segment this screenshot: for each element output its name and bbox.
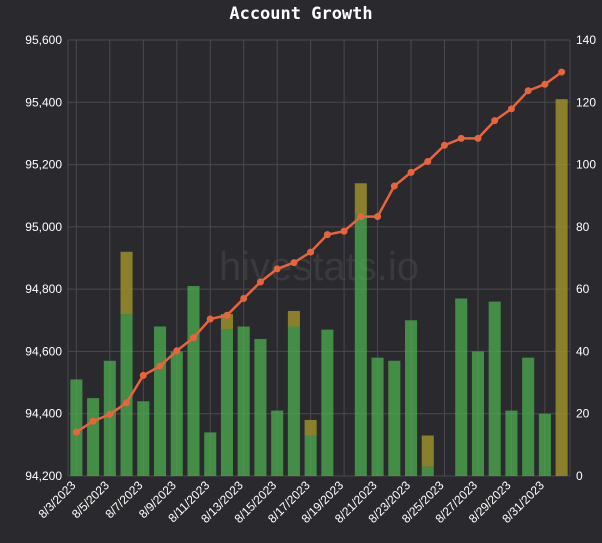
bar-green: [220, 329, 233, 476]
bar-olive: [220, 314, 233, 330]
bar-olive: [555, 99, 568, 477]
line-point: [474, 134, 482, 142]
line-point: [156, 362, 164, 370]
chart-title: Account Growth: [229, 4, 373, 24]
bar-green: [405, 320, 418, 476]
left-tick-label: 94,800: [25, 282, 62, 296]
line-point: [424, 157, 432, 165]
bar-green: [154, 326, 167, 476]
line-point: [190, 334, 197, 342]
line-point: [374, 213, 382, 221]
bar-green: [304, 435, 317, 476]
bar-green: [170, 351, 183, 476]
bar-green: [488, 301, 501, 476]
left-tick-label: 94,200: [25, 469, 62, 483]
left-tick-label: 95,000: [25, 220, 62, 234]
right-tick-label: 120: [576, 95, 596, 109]
bar-green: [70, 379, 83, 476]
line-point: [390, 182, 398, 190]
right-tick-label: 0: [576, 469, 583, 483]
line-point: [541, 80, 549, 88]
bar-olive: [304, 419, 317, 436]
bar-green: [204, 432, 217, 476]
bar-green: [254, 338, 267, 476]
right-tick-label: 140: [576, 33, 596, 47]
line-point: [139, 371, 147, 379]
line-point: [407, 168, 415, 176]
line-point: [507, 105, 515, 113]
bar-green: [87, 398, 100, 476]
line-point: [491, 117, 499, 125]
line-point: [558, 68, 566, 76]
line-point: [256, 278, 264, 286]
watermark: hivestats.io: [219, 245, 419, 289]
bar-green: [271, 410, 284, 476]
right-tick-label: 80: [576, 220, 590, 234]
bar-green: [505, 410, 518, 476]
bar-green: [455, 298, 468, 476]
line-point: [307, 248, 315, 256]
bar-green: [321, 329, 334, 476]
line-point: [340, 227, 348, 235]
line-point: [524, 87, 532, 95]
line-point: [240, 294, 248, 302]
bar-olive: [120, 251, 133, 315]
line-point: [357, 213, 365, 221]
bar-green: [354, 214, 367, 476]
left-tick-label: 95,600: [25, 33, 62, 47]
left-tick-label: 95,400: [25, 95, 62, 109]
bar-green: [522, 357, 535, 476]
line-point: [89, 417, 97, 425]
line-point: [72, 428, 80, 436]
line-point: [123, 399, 131, 407]
bar-olive: [287, 310, 300, 327]
line-point: [441, 141, 448, 149]
bar-green: [120, 314, 133, 476]
right-tick-label: 40: [576, 344, 590, 358]
bar-green: [137, 401, 150, 476]
bar-green: [371, 357, 384, 476]
line-point: [323, 231, 331, 239]
bar-green: [388, 360, 401, 476]
bar-olive: [421, 435, 434, 467]
left-tick-label: 95,200: [25, 158, 62, 172]
right-tick-label: 100: [576, 158, 596, 172]
bar-green: [287, 326, 300, 476]
bar-olive: [354, 183, 367, 215]
bar-green: [538, 413, 551, 476]
bar-green: [103, 360, 116, 476]
bar-green: [471, 351, 484, 476]
line-point: [457, 134, 465, 142]
line-point: [223, 311, 231, 319]
line-point: [273, 265, 281, 273]
left-tick-label: 94,600: [25, 344, 62, 358]
line-point: [206, 315, 214, 323]
left-tick-label: 94,400: [25, 407, 62, 421]
line-point: [173, 347, 181, 355]
right-tick-label: 60: [576, 282, 590, 296]
right-tick-label: 20: [576, 407, 590, 421]
line-point: [290, 259, 298, 267]
bar-green: [187, 286, 200, 476]
bar-green: [237, 326, 250, 476]
bar-green: [421, 466, 434, 476]
line-point: [106, 410, 114, 418]
